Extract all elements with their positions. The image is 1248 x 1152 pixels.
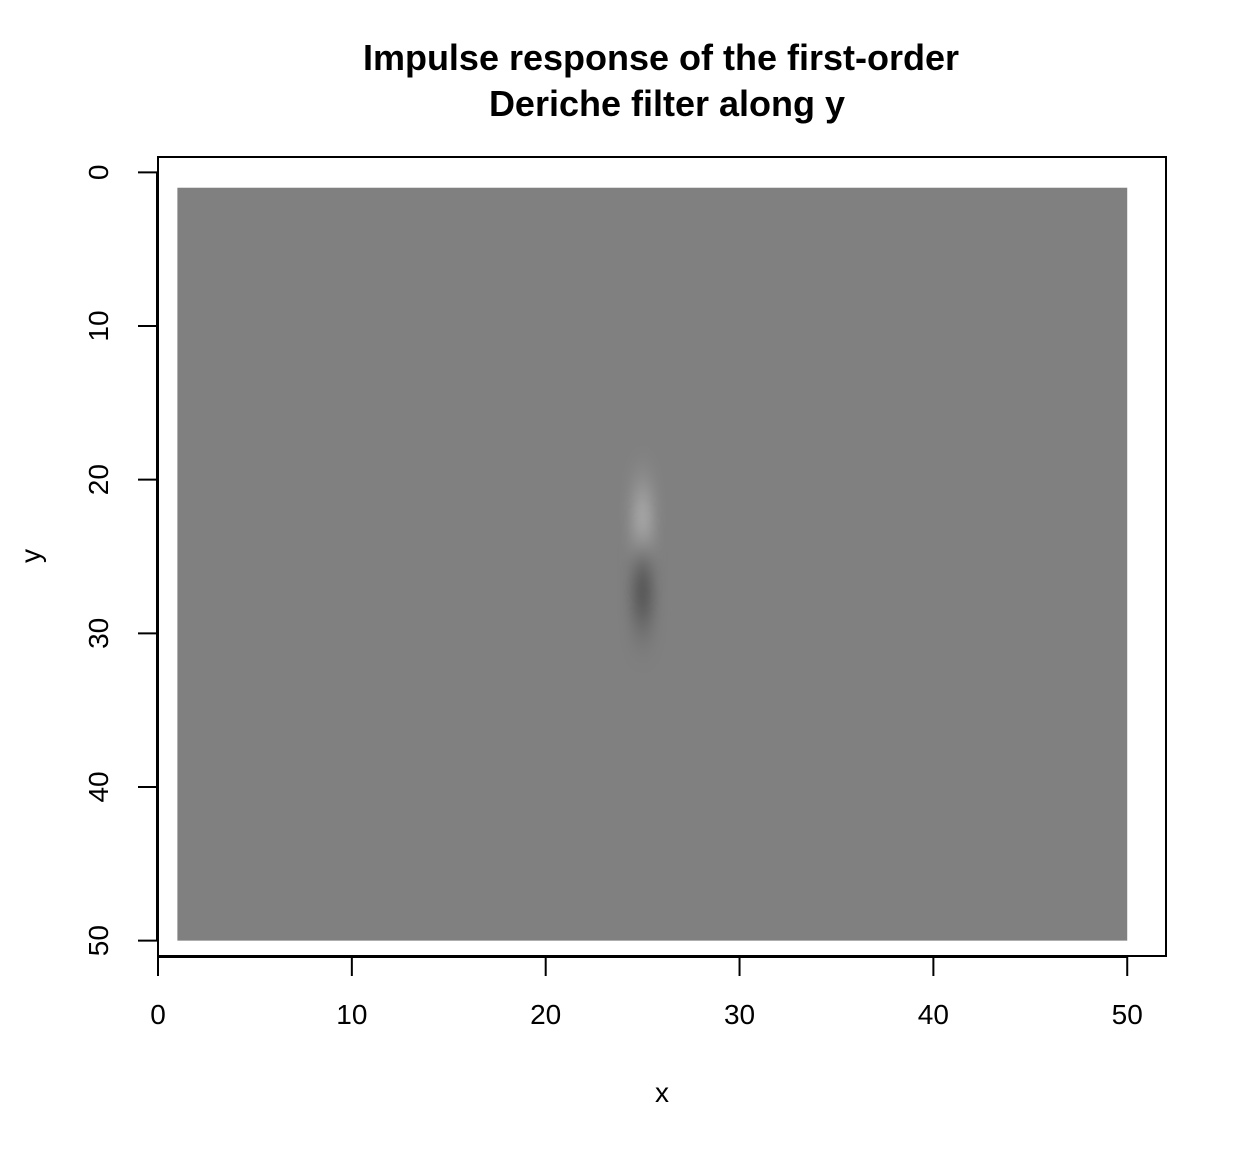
x-axis: 0 10 20 30 40 50 bbox=[150, 956, 1143, 1030]
x-tick-label: 20 bbox=[530, 999, 561, 1030]
x-tick-label: 50 bbox=[1112, 999, 1143, 1030]
x-axis-label: x bbox=[655, 1077, 669, 1108]
chart-title-line-2: Deriche filter along y bbox=[489, 83, 845, 124]
positive-response-lobe bbox=[633, 507, 652, 549]
negative-response-lobe bbox=[633, 564, 652, 606]
chart-title-line-1: Impulse response of the first-order bbox=[363, 37, 959, 78]
heatmap-background bbox=[177, 187, 1128, 941]
y-tick-label: 0 bbox=[83, 165, 114, 181]
heatmap-image bbox=[177, 187, 1128, 941]
y-axis: 0 10 20 30 40 50 bbox=[83, 165, 158, 956]
x-tick-label: 40 bbox=[918, 999, 949, 1030]
y-tick-label: 50 bbox=[83, 925, 114, 956]
chart-title: Impulse response of the first-order Deri… bbox=[363, 37, 959, 124]
y-tick-label: 30 bbox=[83, 618, 114, 649]
y-tick-label: 20 bbox=[83, 464, 114, 495]
y-tick-label: 40 bbox=[83, 771, 114, 802]
x-tick-label: 10 bbox=[336, 999, 367, 1030]
y-axis-label: y bbox=[15, 549, 46, 563]
y-tick-label: 10 bbox=[83, 310, 114, 341]
x-tick-label: 0 bbox=[150, 999, 166, 1030]
x-tick-label: 30 bbox=[724, 999, 755, 1030]
